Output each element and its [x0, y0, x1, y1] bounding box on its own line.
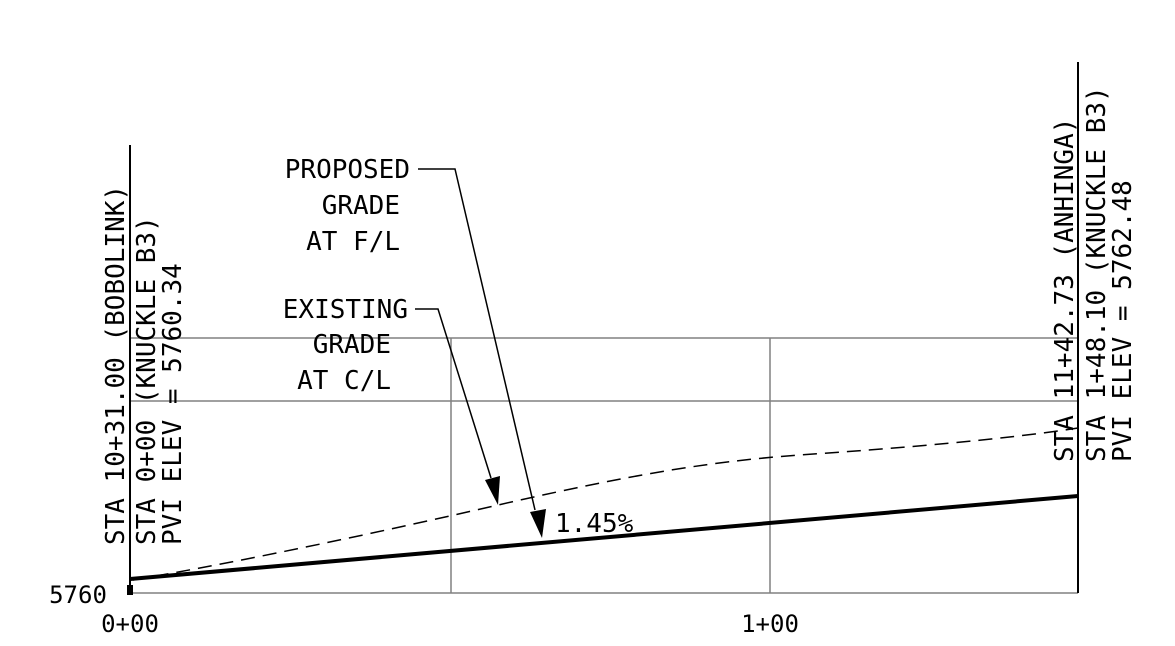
- left-annotation-line-2: STA 0+00 (KNUCKLE B3): [132, 216, 162, 545]
- station-label-0-00: 0+00: [101, 610, 159, 638]
- proposed-callout-line-1: PROPOSED: [285, 155, 410, 185]
- right-annotation-line-1: STA 11+42.73 (ANHINGA): [1050, 118, 1080, 462]
- left-annotation-line-1: STA 10+31.00 (BOBOLINK): [101, 185, 131, 545]
- proposed-leader-arrowhead: [530, 509, 546, 538]
- proposed-leader-line: [418, 168, 536, 511]
- left-station-annotation: STA 10+31.00 (BOBOLINK) STA 0+00 (KNUCKL…: [101, 185, 188, 545]
- existing-leader-arrowhead: [485, 476, 500, 505]
- proposed-grade-callout: PROPOSED GRADE AT F/L: [285, 155, 410, 257]
- right-annotation-line-3: PVI ELEV = 5762.48: [1108, 180, 1138, 462]
- proposed-callout-line-2: GRADE: [322, 191, 400, 221]
- grade-label: 1.45%: [555, 509, 634, 539]
- grid: [130, 337, 1079, 594]
- proposed-grade-line: [129, 494, 1079, 581]
- elevation-label: 5760: [49, 581, 107, 609]
- right-annotation-line-2: STA 1+48.10 (KNUCKLE B3): [1082, 86, 1112, 462]
- proposed-callout-line-3: AT F/L: [306, 227, 400, 257]
- pvi-marker: [127, 585, 133, 595]
- left-annotation-line-3: PVI ELEV = 5760.34: [158, 263, 188, 545]
- right-station-annotation: STA 11+42.73 (ANHINGA) STA 1+48.10 (KNUC…: [1050, 86, 1138, 462]
- existing-grade-callout: EXISTING GRADE AT C/L: [283, 295, 408, 396]
- existing-callout-line-1: EXISTING: [283, 295, 408, 325]
- existing-callout-line-2: GRADE: [313, 330, 391, 360]
- existing-grade-line: [132, 427, 1079, 581]
- existing-callout-line-3: AT C/L: [297, 366, 391, 396]
- station-label-1-00: 1+00: [741, 610, 799, 638]
- existing-leader-line: [415, 308, 492, 479]
